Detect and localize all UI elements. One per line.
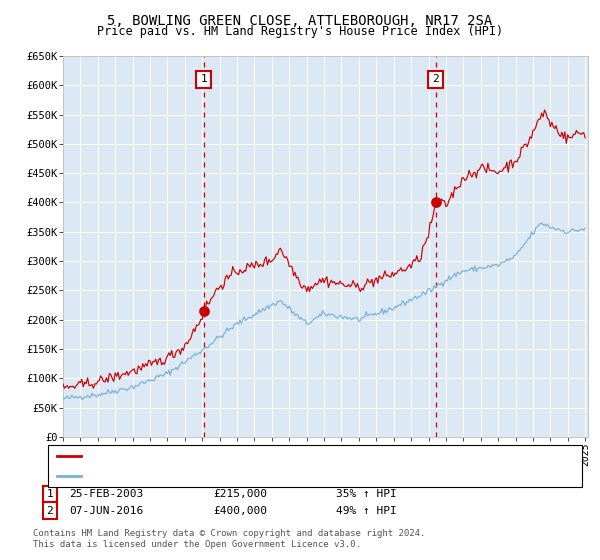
Point	[431, 198, 440, 207]
Point	[199, 306, 209, 315]
Text: £215,000: £215,000	[213, 489, 267, 499]
Text: Contains HM Land Registry data © Crown copyright and database right 2024.
This d: Contains HM Land Registry data © Crown c…	[33, 529, 425, 549]
Text: HPI: Average price, detached house, Breckland: HPI: Average price, detached house, Brec…	[87, 471, 368, 481]
Text: £400,000: £400,000	[213, 506, 267, 516]
Text: 07-JUN-2016: 07-JUN-2016	[69, 506, 143, 516]
Text: 2: 2	[433, 74, 439, 85]
Text: 1: 1	[46, 489, 53, 499]
Text: 2: 2	[46, 506, 53, 516]
Text: 5, BOWLING GREEN CLOSE, ATTLEBOROUGH, NR17 2SA (detached house): 5, BOWLING GREEN CLOSE, ATTLEBOROUGH, NR…	[87, 451, 481, 461]
Text: 49% ↑ HPI: 49% ↑ HPI	[336, 506, 397, 516]
Text: 25-FEB-2003: 25-FEB-2003	[69, 489, 143, 499]
Text: Price paid vs. HM Land Registry's House Price Index (HPI): Price paid vs. HM Land Registry's House …	[97, 25, 503, 38]
Text: 35% ↑ HPI: 35% ↑ HPI	[336, 489, 397, 499]
Text: 5, BOWLING GREEN CLOSE, ATTLEBOROUGH, NR17 2SA: 5, BOWLING GREEN CLOSE, ATTLEBOROUGH, NR…	[107, 14, 493, 28]
Text: 1: 1	[200, 74, 207, 85]
